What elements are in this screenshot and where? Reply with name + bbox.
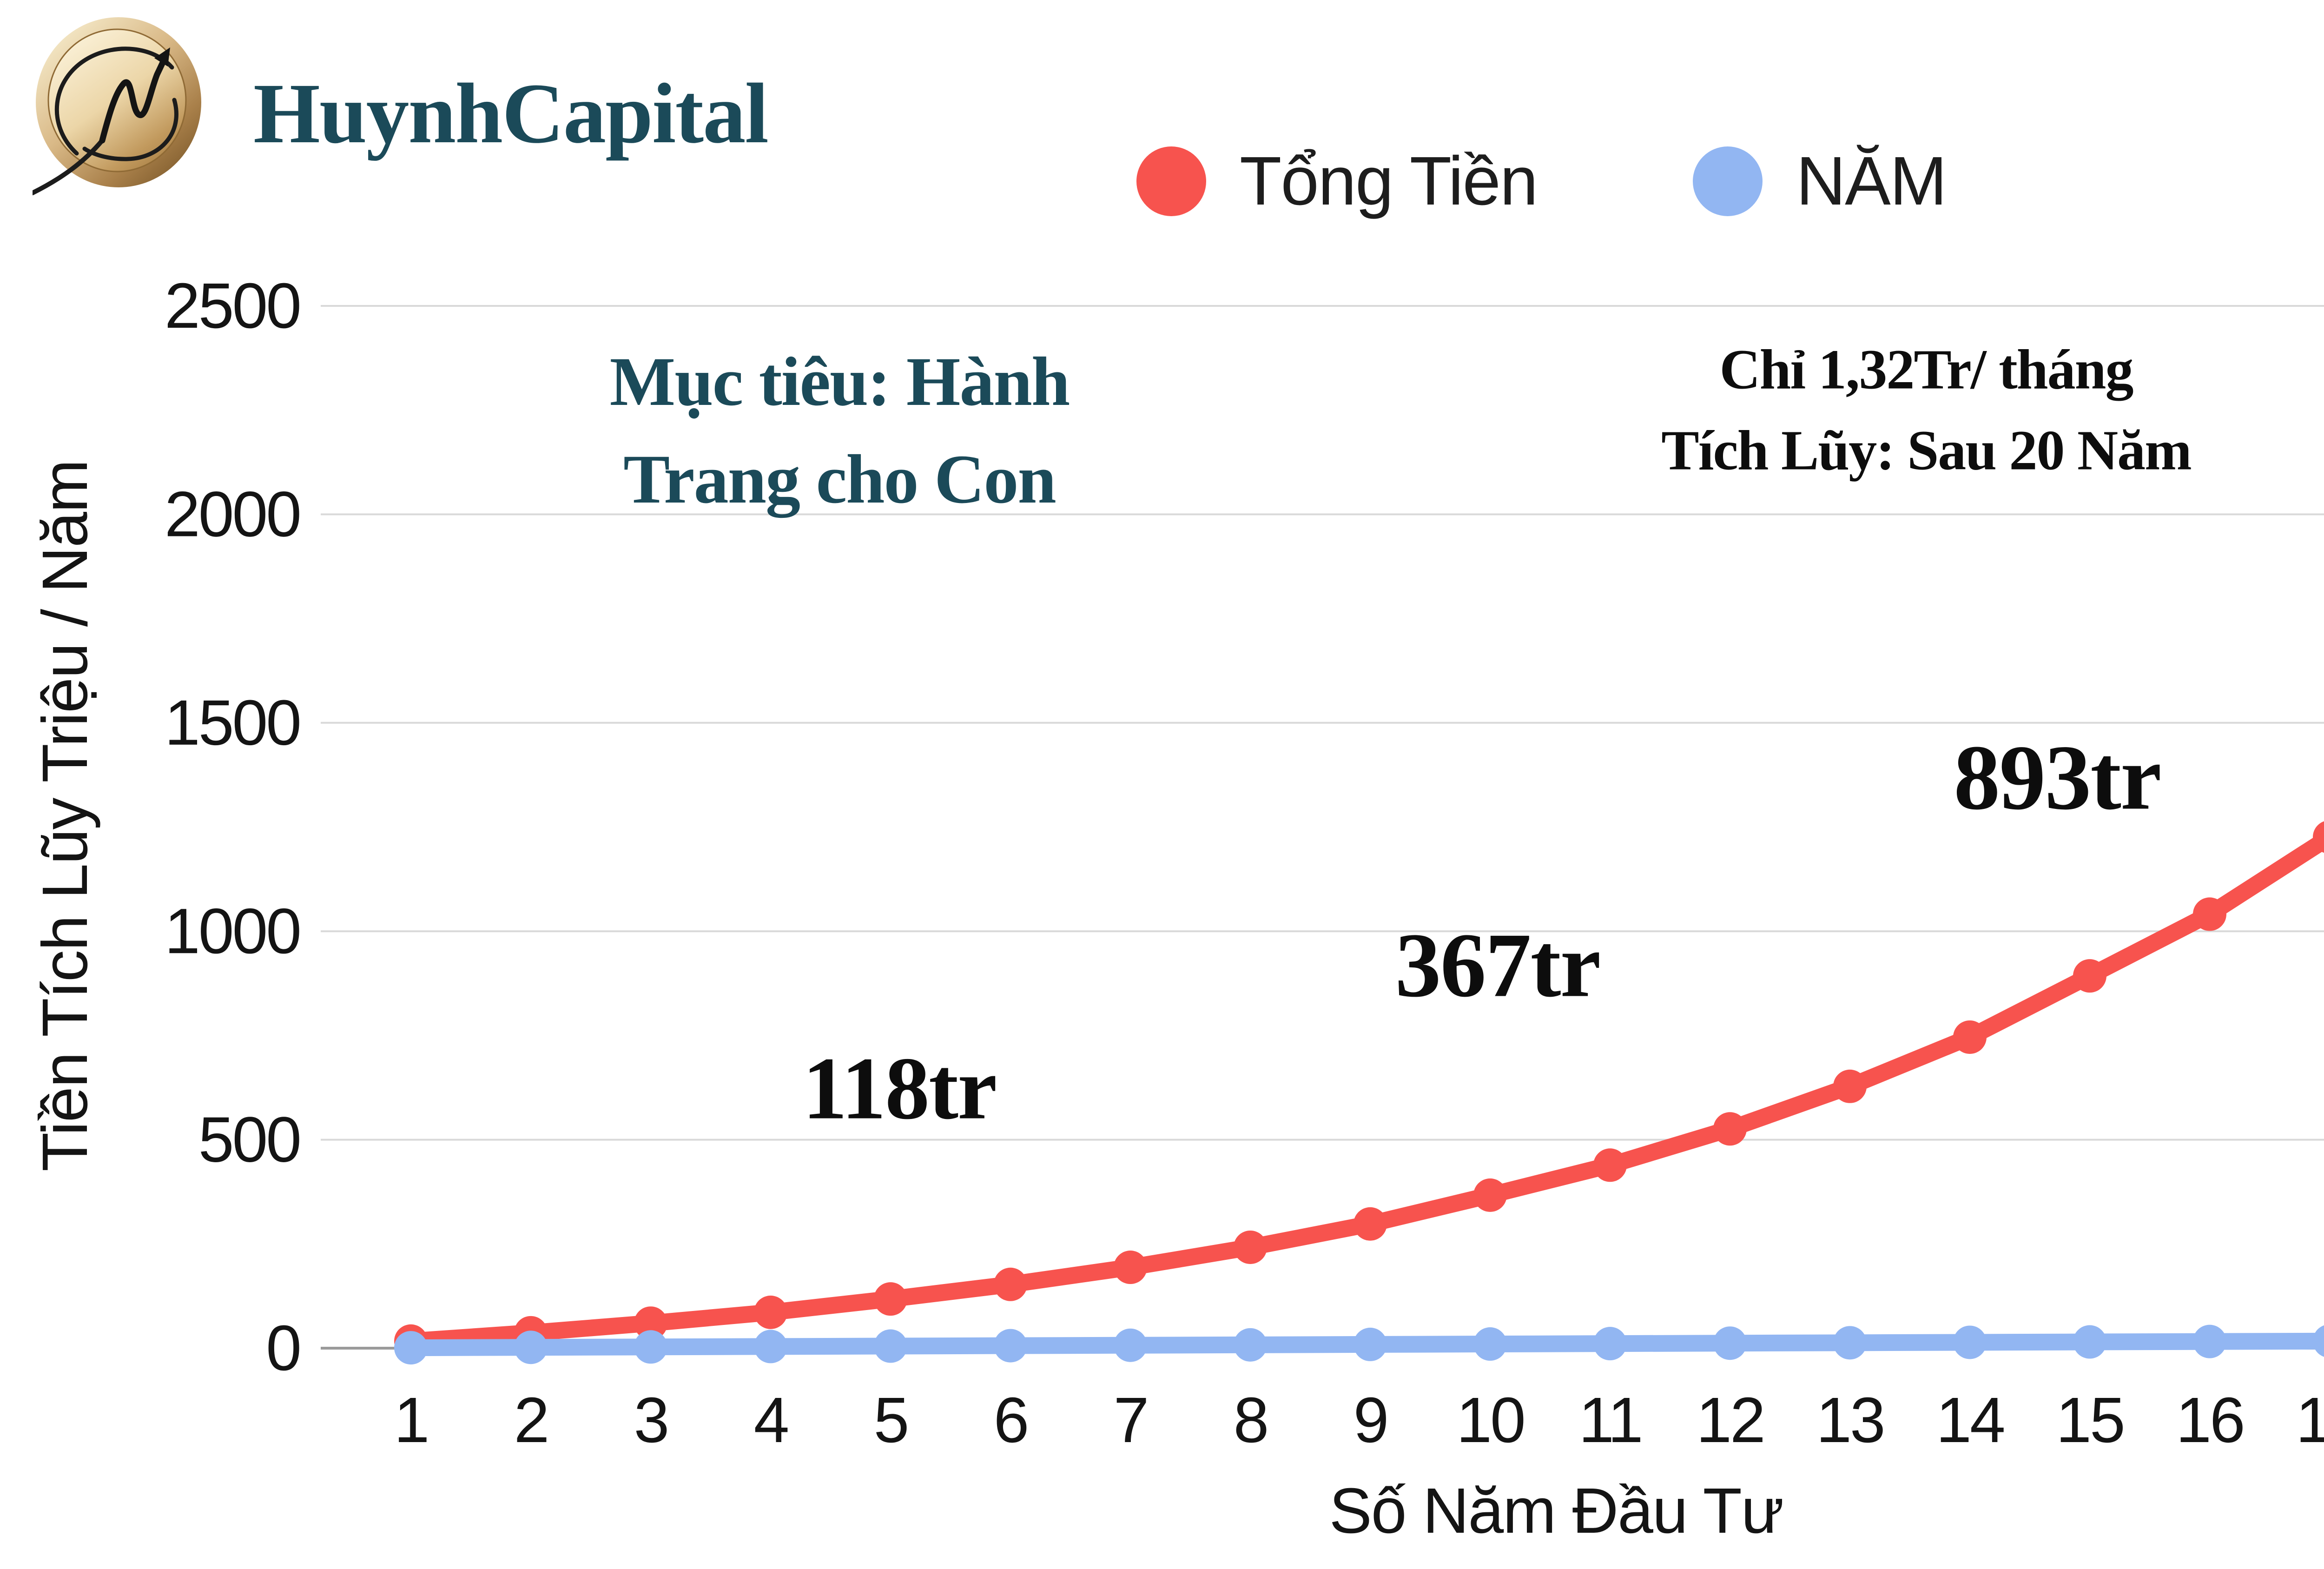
data-point-tong-tien-year-5: [874, 1282, 907, 1316]
data-point-nam-year-1: [394, 1331, 428, 1365]
data-point-tong-tien-year-12: [1713, 1112, 1747, 1146]
data-point-tong-tien-year-13: [1833, 1069, 1867, 1103]
data-point-tong-tien-year-16: [2193, 897, 2226, 931]
annotation-plan-line-2: Tích Lũy: Sau 20 Năm: [1661, 419, 2191, 482]
series-line-tong-tien: [403, 830, 2324, 1350]
data-point-nam-year-7: [1114, 1328, 1147, 1362]
x-tick-label: 17: [2296, 1384, 2324, 1456]
annotation-plan-line-1: Chỉ 1,32Tr/ tháng: [1719, 338, 2133, 401]
data-point-tong-tien-year-17: [2313, 821, 2324, 853]
data-point-tong-tien-year-7: [1114, 1251, 1147, 1284]
data-point-nam-year-14: [1953, 1325, 1987, 1359]
y-tick-label: 2000: [165, 478, 300, 550]
x-tick-label: 2: [514, 1384, 548, 1456]
x-tick-label: 11: [1578, 1384, 1641, 1456]
y-tick-label: 1500: [165, 687, 300, 759]
x-tick-label: 14: [1936, 1384, 2004, 1456]
data-point-nam-year-6: [994, 1329, 1027, 1363]
y-tick-label: 500: [198, 1104, 300, 1176]
y-tick-label: 1000: [165, 895, 300, 967]
x-tick-label: 12: [1696, 1384, 1764, 1456]
y-tick-label: 2500: [165, 270, 300, 342]
data-point-nam-year-17: [2313, 1325, 2324, 1357]
data-point-tong-tien-year-9: [1353, 1207, 1387, 1241]
legend-marker-nam-icon: [1693, 146, 1763, 216]
y-tick-label: 0: [266, 1312, 300, 1384]
annotation-milestone-year-15: 893tr: [1954, 727, 2160, 829]
x-tick-label: 8: [1234, 1384, 1268, 1456]
legend-label-tong-tien: Tổng Tiền: [1240, 143, 1538, 219]
chart-legend: Tổng Tiền NĂM: [1136, 143, 1947, 219]
x-tick-label: 4: [754, 1384, 788, 1456]
data-point-nam-year-2: [514, 1331, 548, 1364]
data-point-nam-year-9: [1353, 1327, 1387, 1361]
x-tick-label: 3: [634, 1384, 668, 1456]
data-point-nam-year-13: [1833, 1326, 1867, 1360]
data-point-tong-tien-year-3: [634, 1306, 667, 1340]
data-point-nam-year-15: [2073, 1325, 2106, 1359]
data-point-tong-tien-year-4: [754, 1295, 787, 1329]
data-point-tong-tien-year-11: [1593, 1148, 1627, 1182]
x-tick-label: 9: [1353, 1384, 1387, 1456]
legend-label-nam: NĂM: [1796, 143, 1947, 219]
brand-logo-coin-icon: [33, 17, 201, 195]
legend-marker-tong-tien-icon: [1136, 146, 1206, 216]
x-tick-label: 15: [2056, 1384, 2124, 1456]
data-point-tong-tien-year-6: [994, 1267, 1027, 1301]
data-point-nam-year-16: [2193, 1324, 2226, 1358]
x-tick-label: 7: [1114, 1384, 1148, 1456]
data-point-nam-year-5: [874, 1329, 907, 1363]
data-point-nam-year-8: [1234, 1328, 1267, 1362]
x-tick-label: 6: [994, 1384, 1028, 1456]
x-tick-label: 1: [394, 1384, 428, 1456]
x-tick-label: 5: [874, 1384, 908, 1456]
legend-item-nam: NĂM: [1693, 143, 1947, 219]
legend-item-tong-tien: Tổng Tiền: [1136, 143, 1538, 219]
brand-title: HuynhCapital: [253, 66, 769, 161]
annotation-milestone-year-5: 118tr: [803, 1039, 997, 1138]
data-point-tong-tien-year-8: [1234, 1230, 1267, 1264]
data-point-nam-year-12: [1713, 1326, 1747, 1360]
x-tick-label: 10: [1456, 1384, 1524, 1456]
annotation-milestone-year-10: 367tr: [1395, 914, 1600, 1016]
x-tick-label: 16: [2176, 1384, 2244, 1456]
data-point-nam-year-3: [634, 1330, 667, 1364]
data-point-tong-tien-year-14: [1953, 1020, 1987, 1054]
series-line-nam: [403, 1332, 2324, 1357]
data-point-tong-tien-year-15: [2073, 959, 2106, 993]
data-point-tong-tien-year-10: [1473, 1178, 1507, 1212]
x-axis-title: Số Năm Đầu Tư: [1329, 1475, 1783, 1547]
data-point-nam-year-4: [754, 1330, 787, 1364]
data-point-nam-year-11: [1593, 1327, 1627, 1361]
x-tick-label: 13: [1816, 1384, 1884, 1456]
y-axis-title: Tiền Tích Lũy Triệu / Năm: [29, 460, 101, 1172]
data-point-nam-year-10: [1473, 1327, 1507, 1361]
annotation-goal-line-2: Trang cho Con: [623, 441, 1056, 518]
annotation-goal-line-1: Mục tiêu: Hành: [610, 343, 1070, 420]
